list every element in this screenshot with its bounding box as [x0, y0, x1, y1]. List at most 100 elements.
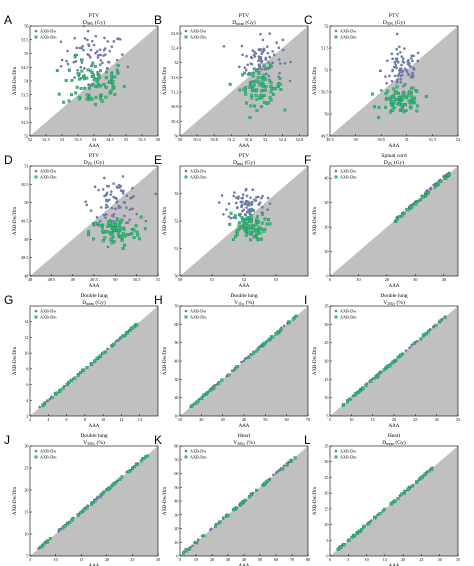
point-axb-dm	[347, 539, 351, 542]
point-axb-dm	[241, 219, 245, 223]
point-axb-dm	[424, 94, 428, 98]
x-tick-label: 60	[274, 557, 278, 562]
point-axb-dm	[254, 228, 258, 232]
x-tick-label: 20	[105, 557, 109, 562]
point-axb-dw	[75, 46, 79, 50]
point-axb-dm	[113, 227, 117, 231]
point-axb-dw	[259, 32, 262, 36]
x-tick-label: 52.5	[42, 137, 49, 142]
point-axb-dw	[48, 397, 52, 401]
point-axb-dw	[390, 79, 394, 83]
point-axb-dw	[261, 50, 265, 54]
point-axb-dw	[395, 32, 399, 36]
legend-marker-dw	[184, 29, 188, 33]
point-axb-dm	[117, 229, 120, 232]
y-tick-label: 52.4	[171, 46, 179, 51]
point-axb-dw	[109, 193, 113, 196]
point-axb-dw	[260, 68, 264, 71]
y-axis-label: AXB-Dw/Dm	[313, 347, 318, 375]
y-tick-label: 35	[324, 444, 328, 449]
panel-label: J	[4, 433, 10, 447]
legend-marker-dm	[184, 455, 188, 459]
x-axis-label: AAA	[239, 144, 250, 149]
point-axb-dw	[97, 188, 100, 192]
point-axb-dw	[245, 211, 249, 214]
legend-label-dm: AXB-Dm	[340, 175, 357, 180]
point-axb-dw	[253, 50, 257, 54]
plot-frame	[329, 445, 459, 557]
panel-label: K	[154, 433, 162, 447]
x-tick-label: 25	[413, 417, 417, 422]
point-axb-dm	[127, 233, 131, 236]
point-axb-dm	[237, 221, 241, 225]
point-axb-dw	[214, 522, 218, 526]
point-axb-dm	[122, 228, 126, 231]
point-axb-dm	[122, 85, 126, 88]
x-tick-label: 30	[226, 557, 230, 562]
y-tick-label: 51	[24, 164, 28, 169]
point-axb-dm	[254, 69, 258, 73]
panel-label: C	[304, 13, 313, 27]
point-axb-dw	[135, 212, 139, 216]
legend-label-dm: AXB-Dm	[340, 35, 357, 40]
point-axb-dw	[125, 194, 129, 198]
point-axb-dw	[267, 74, 271, 78]
point-axb-dw	[255, 195, 258, 199]
point-axb-dw	[396, 52, 400, 56]
point-axb-dm	[269, 90, 273, 94]
point-axb-dm	[94, 77, 98, 81]
point-axb-dw	[245, 203, 249, 207]
point-axb-dm	[283, 108, 287, 112]
y-tick-label: 40	[324, 176, 328, 181]
point-axb-dw	[236, 197, 240, 200]
point-axb-dw	[252, 53, 256, 57]
point-axb-dm	[61, 526, 65, 530]
point-axb-dw	[115, 197, 118, 201]
point-axb-dm	[406, 208, 410, 212]
point-axb-dm	[69, 93, 73, 97]
point-axb-dm	[259, 105, 263, 109]
x-tick-label: 52	[28, 137, 32, 142]
point-axb-dw	[260, 59, 264, 63]
point-axb-dw	[107, 198, 111, 202]
x-tick-label: 55.5	[138, 137, 145, 142]
x-tick-label: 51.5	[429, 137, 436, 142]
point-axb-dw	[391, 68, 394, 72]
point-axb-dm	[184, 549, 188, 553]
point-axb-dm	[123, 333, 127, 337]
point-axb-dw	[282, 464, 286, 468]
point-axb-dm	[233, 367, 237, 371]
point-axb-dm	[89, 362, 93, 366]
point-axb-dw	[227, 202, 231, 205]
point-axb-dm	[402, 490, 406, 494]
y-axis-label: AXB-Dw/Dm	[163, 487, 168, 515]
y-tick-label: 25	[324, 340, 328, 345]
point-axb-dm	[208, 389, 212, 393]
point-axb-dw	[384, 75, 387, 78]
y-tick-label: 51	[174, 246, 178, 251]
point-axb-dm	[400, 213, 404, 217]
point-axb-dm	[135, 230, 139, 234]
point-axb-dm	[255, 88, 259, 92]
point-axb-dm	[95, 356, 99, 360]
x-tick-label: 10	[364, 557, 368, 562]
x-tick-label: 20	[392, 417, 396, 422]
point-axb-dw	[79, 65, 83, 69]
point-axb-dm	[89, 69, 93, 73]
x-tick-label: 53	[60, 137, 64, 142]
point-axb-dw	[104, 206, 108, 209]
point-axb-dm	[113, 92, 117, 96]
point-axb-dm	[256, 347, 260, 351]
point-axb-dm	[424, 332, 428, 336]
point-axb-dw	[245, 54, 248, 58]
x-tick-label: 12	[119, 417, 123, 422]
point-axb-dw	[98, 63, 102, 66]
point-axb-dm	[116, 218, 120, 222]
point-axb-dw	[73, 36, 77, 40]
y-tick-label: 5	[26, 554, 28, 559]
point-axb-dm	[251, 74, 255, 78]
legend-label-dw: AXB-Dw	[340, 309, 356, 314]
point-axb-dm	[101, 225, 104, 229]
point-axb-dw	[267, 61, 270, 64]
point-axb-dm	[55, 391, 59, 395]
